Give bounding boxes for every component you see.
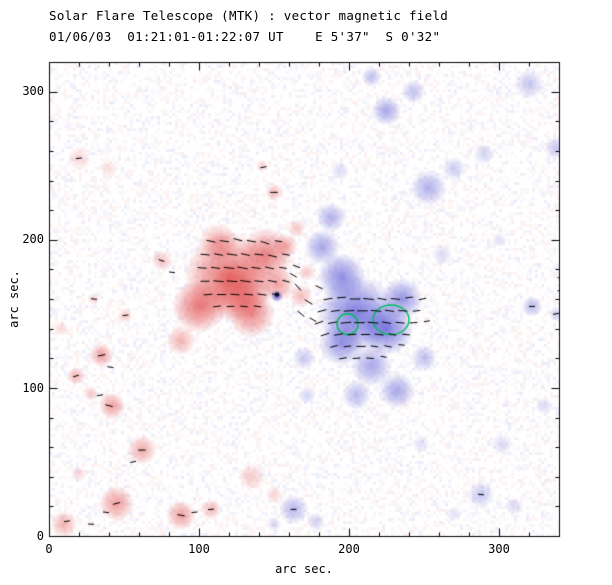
x-tick-label-0: 0 — [45, 542, 53, 556]
y-tick-label-200: 200 — [22, 232, 44, 246]
y-tick-label-100: 100 — [22, 381, 44, 395]
y-tick-label-300: 300 — [22, 84, 44, 98]
y-axis-label: arc sec. — [7, 270, 21, 328]
x-tick-label-300: 300 — [488, 542, 510, 556]
x-axis-label: arc sec. — [275, 562, 333, 576]
y-tick-label-0: 0 — [36, 529, 44, 543]
x-tick-label-200: 200 — [338, 542, 360, 556]
x-tick-label-100: 100 — [188, 542, 210, 556]
